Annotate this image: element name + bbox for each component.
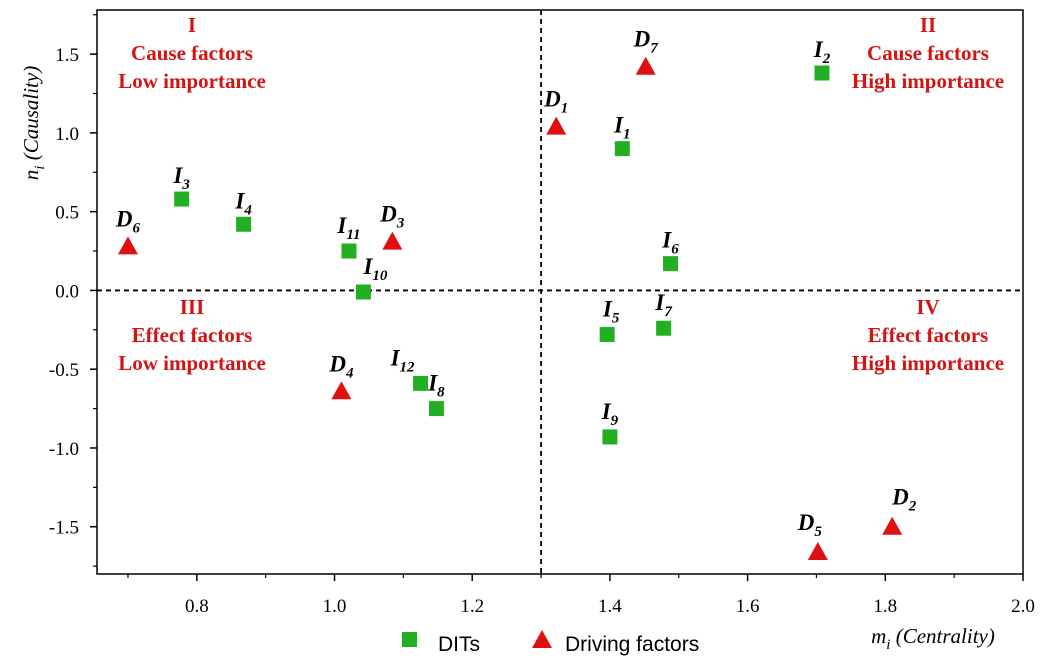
point-label-D4: D4: [328, 351, 354, 381]
x-tick-label: 1.4: [598, 596, 622, 617]
point-label-I8: I8: [427, 371, 445, 401]
x-tick-label: 0.8: [185, 596, 209, 617]
legend-dits-marker: [402, 632, 417, 647]
x-tick-label: 2.0: [1011, 596, 1035, 617]
x-tick-label: 1.8: [873, 596, 897, 617]
point-D4: [331, 381, 352, 400]
y-tick-label: 0.5: [55, 203, 79, 224]
quadrant-label-IV: IV Effect factors High importance: [852, 295, 1004, 375]
point-I3: [174, 191, 190, 207]
axis-ticks: 0.8 1.0 1.2 1.4 1.6 1.8 2.0 1.5 1.0 0.5 0.0 -0.5 -1.…: [49, 14, 1035, 617]
point-label-I12: I12: [390, 345, 415, 375]
point-I1: [614, 141, 630, 157]
quadrant-dividers: [97, 10, 1023, 574]
quadrant-labels: I Cause factors Low importance II Cause fact…: [118, 13, 1004, 375]
point-label-I7: I7: [654, 290, 672, 320]
y-tick-label: -1.0: [49, 439, 79, 460]
point-I7: [656, 320, 672, 336]
point-label-I4: I4: [234, 188, 252, 218]
y-tick-label: 0.0: [55, 281, 79, 302]
y-axis-title: ni (Causality): [19, 66, 48, 180]
point-label-D7: D7: [633, 27, 659, 57]
legend-dits-label: DITs: [438, 633, 480, 656]
point-label-D1: D1: [543, 87, 568, 117]
point-label-I10: I10: [362, 254, 387, 284]
point-label-I2: I2: [813, 37, 831, 67]
point-I8: [428, 401, 444, 417]
y-tick-label: 1.5: [55, 45, 79, 66]
legend-driving-label: Driving factors: [565, 633, 699, 656]
legend: DITs Driving factors: [402, 630, 699, 656]
quadrant-label-I: I Cause factors Low importance: [118, 13, 266, 93]
point-D5: [807, 541, 828, 560]
point-I11: [341, 243, 357, 259]
x-tick-label: 1.0: [323, 596, 347, 617]
quadrant-label-II: II Cause factors High importance: [852, 13, 1004, 93]
y-tick-label: -1.5: [49, 518, 79, 539]
data-points: [117, 56, 903, 560]
point-D2: [882, 516, 903, 535]
point-label-D5: D5: [797, 510, 823, 540]
point-I6: [663, 256, 679, 272]
point-I5: [599, 327, 615, 343]
y-tick-label: -0.5: [49, 360, 79, 381]
point-label-I5: I5: [602, 297, 620, 327]
point-label-I9: I9: [601, 399, 619, 429]
point-label-I3: I3: [172, 163, 190, 193]
quadrant-label-III: III Effect factors Low importance: [118, 295, 266, 375]
point-label-D6: D6: [115, 206, 141, 236]
x-tick-label: 1.6: [736, 596, 760, 617]
plot-frame-layer: [96, 9, 1024, 575]
point-D1: [546, 116, 567, 135]
point-label-I6: I6: [661, 228, 679, 258]
point-I12: [413, 375, 429, 391]
point-D7: [635, 56, 656, 75]
legend-driving-marker: [532, 630, 552, 648]
point-I4: [236, 216, 252, 232]
point-D3: [382, 231, 403, 250]
point-label-D2: D2: [891, 485, 917, 515]
x-axis-title: mi (Centrality): [871, 624, 995, 653]
y-tick-label: 1.0: [55, 124, 79, 145]
point-label-I11: I11: [336, 213, 360, 243]
x-tick-label: 1.2: [460, 596, 484, 617]
point-I10: [355, 284, 371, 300]
plot-frame: [96, 9, 1024, 575]
point-D6: [117, 236, 138, 255]
point-label-I1: I1: [613, 113, 630, 143]
point-label-D3: D3: [379, 202, 405, 232]
point-I2: [814, 65, 830, 81]
point-I9: [602, 429, 618, 445]
